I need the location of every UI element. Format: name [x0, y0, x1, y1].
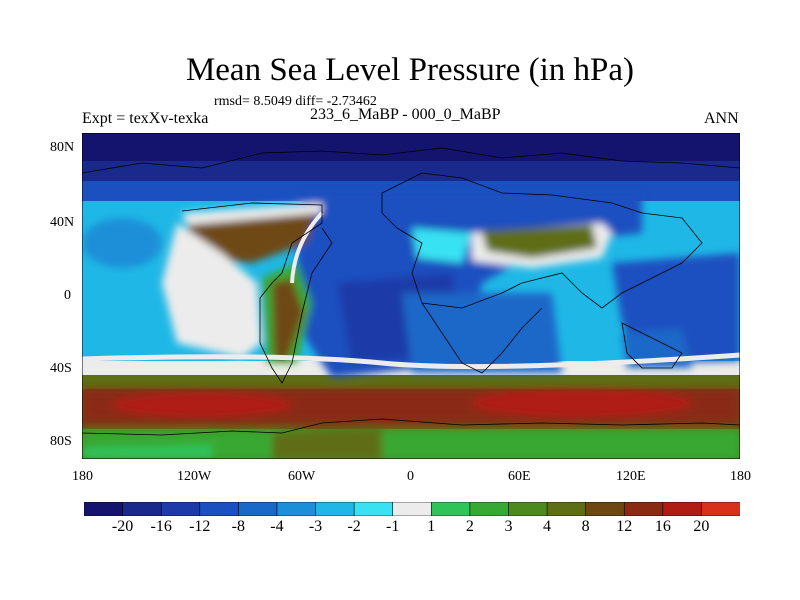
colorbar-swatch [623, 502, 664, 516]
colorbar-label: 12 [616, 518, 633, 535]
colorbar-swatch [508, 502, 548, 516]
colorbar-label: -2 [347, 518, 361, 535]
colorbar-swatch [469, 502, 510, 516]
colorbar-label: -12 [189, 518, 211, 535]
colorbar-swatch [84, 502, 124, 516]
colorbar-swatch [276, 502, 317, 516]
lat-label-80s: 80S [50, 434, 72, 449]
colorbar-swatch [430, 502, 471, 516]
colorbar-swatch [662, 502, 703, 516]
colorbar-swatch [353, 502, 394, 516]
colorbar-label: -8 [231, 518, 246, 535]
lon-label-180w: 180 [72, 469, 93, 484]
lon-label-120e: 120E [616, 469, 646, 484]
colorbar-swatch [238, 502, 278, 516]
colorbar-label: 2 [465, 518, 474, 535]
pressure-map [82, 133, 740, 459]
period-label: 233_6_MaBP - 000_0_MaBP [310, 106, 501, 123]
lat-label-0: 0 [64, 288, 71, 303]
colorbar-label: 4 [543, 518, 552, 535]
colorbar-label: 8 [581, 518, 590, 535]
colorbar-label: 16 [654, 518, 671, 535]
colorbar-label: 3 [504, 518, 513, 535]
colorbar-swatch [315, 502, 355, 516]
colorbar-swatch [701, 502, 740, 516]
rmsd-diff-label: rmsd= 8.5049 diff= -2.73462 [214, 94, 377, 109]
lon-label-60e: 60E [508, 469, 531, 484]
colorbar-label: -3 [308, 518, 323, 535]
colorbar-label: -1 [386, 518, 400, 535]
colorbar [84, 502, 740, 516]
colorbar-label: 1 [427, 518, 436, 535]
colorbar-swatch [199, 502, 240, 516]
colorbar-label: -16 [150, 518, 172, 535]
colorbar-label: 20 [693, 518, 710, 535]
colorbar-label: -4 [270, 518, 284, 535]
colorbar-swatch [122, 502, 162, 516]
lon-label-180e: 180 [730, 469, 751, 484]
season-label: ANN [704, 110, 739, 127]
colorbar-swatch [546, 502, 587, 516]
map-title: Mean Sea Level Pressure (in hPa) [185, 52, 635, 88]
lat-label-40n: 40N [50, 215, 75, 230]
lon-label-0: 0 [407, 469, 414, 484]
colorbar-swatch [160, 502, 201, 516]
lat-label-40s: 40S [50, 361, 72, 376]
lon-label-120w: 120W [177, 469, 212, 484]
colorbar-label: -20 [111, 518, 134, 535]
experiment-label: Expt = texXv-texka [82, 110, 209, 127]
lat-label-80n: 80N [50, 140, 75, 155]
colorbar-swatch [392, 502, 433, 516]
lon-label-60w: 60W [288, 469, 316, 484]
colorbar-swatch [585, 502, 626, 516]
